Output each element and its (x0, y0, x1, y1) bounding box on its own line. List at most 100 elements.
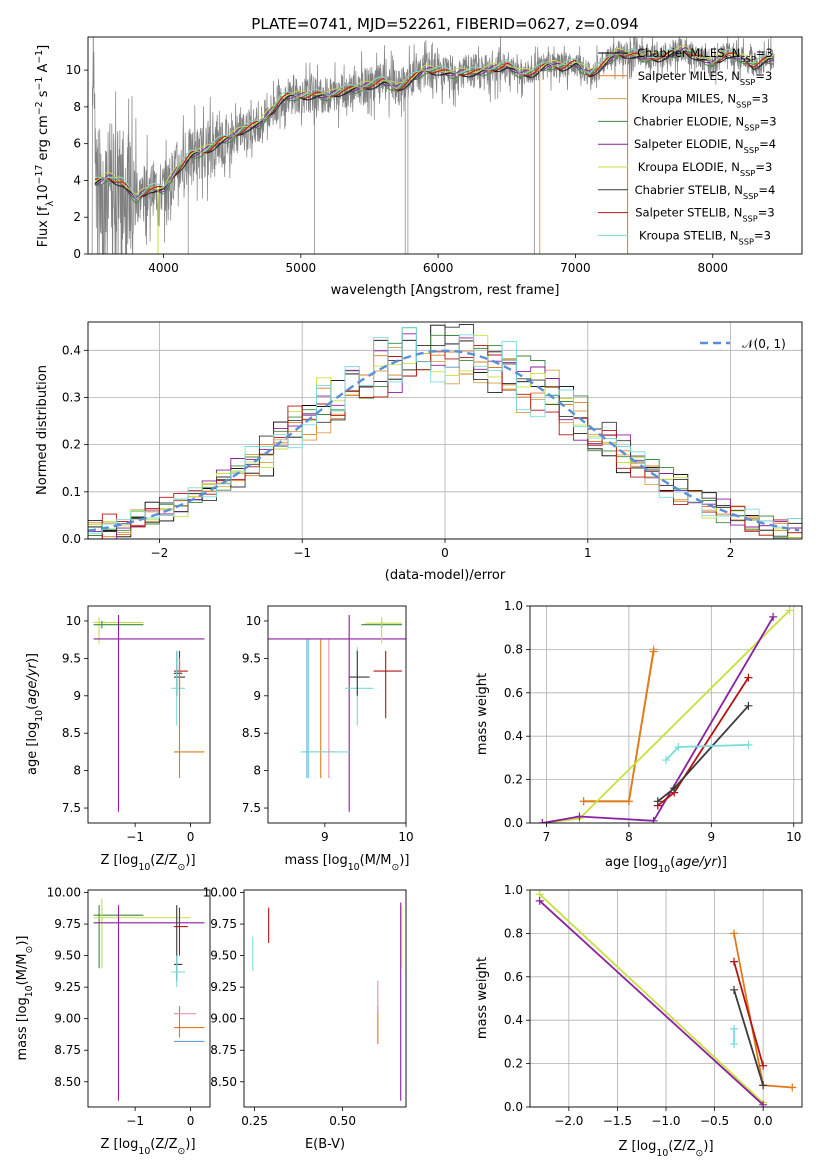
series-point (759, 1081, 768, 1090)
series-point (759, 1100, 768, 1107)
legend-entry: Kroupa ELODIE, NSSP=3 (638, 160, 773, 178)
y-axis-label: mass weight (475, 673, 490, 755)
model-spectrum-line (94, 49, 774, 199)
x-tick-label: 8 (625, 830, 633, 844)
axes-frame (87, 36, 803, 255)
y-tick-label: 0.0 (504, 1100, 523, 1114)
y-axis-label: mass weight (475, 957, 490, 1039)
y-tick-label: 7.5 (242, 801, 261, 815)
legend-entry: Salpeter STELIB, NSSP=3 (635, 206, 775, 224)
y-tick-label: 9.00 (210, 1012, 237, 1026)
x-tick-label: −2 (151, 546, 169, 560)
series-point (670, 784, 679, 793)
x-tick-label: −0.5 (700, 1114, 729, 1128)
legend-entry: Kroupa STELIB, NSSP=3 (639, 228, 771, 246)
y-tick-label: 0.6 (504, 970, 523, 984)
y-tick-label: 9.50 (54, 949, 81, 963)
series-line (542, 609, 791, 823)
series-point (744, 740, 753, 749)
x-tick-label: 1 (584, 546, 592, 560)
weight-vs-Z-plot (535, 890, 797, 1107)
y-tick-label: 0.2 (504, 1057, 523, 1071)
x-axis-label: Z [log10(Z/Z⊙)] (100, 1137, 195, 1157)
mass-vs-ebv-plot (252, 902, 403, 1101)
mass-vs-Z-axes: −1 0 8.50 8.75 9.00 9.25 9.50 9.75 10.00 Z [log10… (15, 886, 211, 1157)
legend-entry: Salpeter MILES, NSSP=3 (638, 69, 773, 87)
series-point (535, 896, 544, 905)
weight-vs-Z-axes: −2.0 −1.5 −1.0 −0.5 0.0 0.0 0.2 0.4 0.6 0.8 1.0 Z [… (475, 883, 803, 1159)
axes-frame (87, 889, 211, 1108)
legend-entry: Chabrier ELODIE, NSSP=3 (633, 114, 776, 132)
series-point (653, 797, 662, 806)
y-tick-label: 0.0 (62, 532, 81, 546)
series-point (785, 606, 794, 615)
y-tick-label: 2 (73, 210, 81, 224)
model-spectrum-line (94, 44, 774, 196)
y-tick-label: 9.5 (242, 651, 261, 665)
y-tick-label: 9 (253, 689, 261, 703)
model-spectrum-line (94, 50, 774, 199)
x-tick-label: 8000 (697, 261, 728, 275)
x-tick-label: 6000 (423, 261, 454, 275)
y-axis-label: Normed distribution (35, 365, 50, 495)
weight-vs-age-axes: 7 8 9 10 0.0 0.2 0.4 0.6 0.8 1.0 age [log10(age/yr… (475, 599, 803, 875)
y-tick-label: 9.75 (210, 917, 237, 931)
y-tick-label: 9.25 (210, 980, 237, 994)
age-vs-Z-plot (93, 614, 205, 812)
y-tick-label: 8.75 (210, 1043, 237, 1057)
age-vs-Z-axes: −1 0 7.5 8 8.5 9 9.5 10 Z [log10(Z/Z⊙)] age [log1… (25, 605, 211, 873)
x-tick-label: −1 (293, 546, 311, 560)
y-tick-label: 0.2 (62, 438, 81, 452)
observed-spectrum-line (91, 37, 775, 254)
y-tick-label: 0.8 (504, 926, 523, 940)
model-spectrum-line (94, 51, 774, 205)
series-point (579, 797, 588, 806)
x-tick-label: 10 (786, 830, 801, 844)
x-axis-label: wavelength [Angstrom, rest frame] (331, 283, 560, 298)
y-axis-label: age [log10(age/yr)] (25, 653, 45, 775)
y-axis-label: Flux [fλ10−17 erg cm−2 s−1 A−1] (34, 45, 56, 247)
x-tick-label: 2 (727, 546, 735, 560)
series-point (538, 819, 547, 823)
y-tick-label: 0.8 (504, 642, 523, 656)
series-point (624, 797, 633, 806)
spectrum-plot (91, 37, 775, 254)
series-line (733, 961, 764, 1067)
histogram-step-line (88, 345, 802, 539)
series-point (730, 929, 738, 938)
y-tick-label: 6 (73, 137, 81, 151)
y-tick-label: 8.5 (62, 726, 81, 740)
axes-frame (87, 321, 803, 540)
y-tick-label: 9.00 (54, 1012, 81, 1026)
residuals-axes: −2 −1 0 1 2 0.0 0.1 0.2 0.3 0.4 𝒩(0, 1) (data-model… (35, 321, 803, 583)
y-tick-label: 0.1 (62, 485, 81, 499)
y-tick-label: 8 (73, 100, 81, 114)
histogram-step-line (88, 326, 802, 534)
y-tick-label: 9.25 (54, 980, 81, 994)
axes-frame (87, 605, 211, 824)
x-tick-label: −1 (126, 830, 144, 844)
y-tick-label: 9 (73, 689, 81, 703)
x-tick-label: −1.5 (603, 1114, 632, 1128)
x-tick-label: 7 (543, 830, 551, 844)
series-point (730, 985, 738, 994)
series-line (539, 893, 764, 1104)
y-tick-label: 0.4 (504, 729, 523, 743)
axes-frame (267, 605, 407, 824)
residuals-plot (88, 324, 802, 539)
y-tick-label: 0.2 (504, 773, 523, 787)
y-tick-label: 8 (73, 764, 81, 778)
x-tick-label: 7000 (560, 261, 591, 275)
series-line (583, 649, 655, 803)
histogram-step-line (88, 324, 802, 537)
axes-frame (243, 889, 407, 1108)
x-axis-label: age [log10(age/yr)] (605, 855, 727, 875)
x-tick-label: 0.0 (754, 1114, 773, 1128)
series-point (674, 743, 683, 752)
series-point (769, 612, 778, 621)
y-tick-label: 10 (246, 614, 261, 628)
x-tick-label: −1.0 (651, 1114, 680, 1128)
model-spectrum-line (94, 48, 774, 200)
series-line (542, 616, 774, 823)
